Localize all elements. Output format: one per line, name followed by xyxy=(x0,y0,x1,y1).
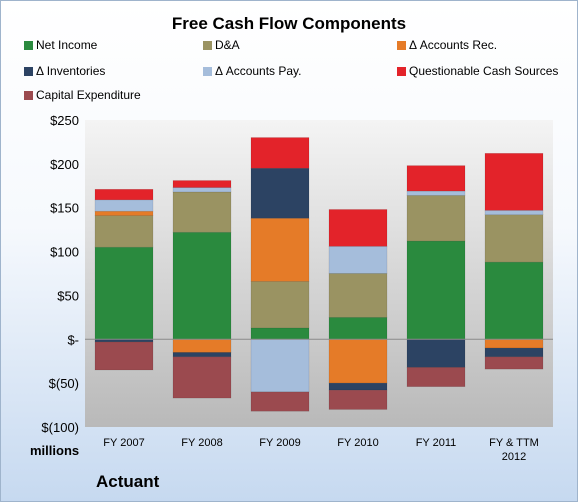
bar-d-a xyxy=(484,214,544,263)
bar-capital-expenditure xyxy=(250,391,310,412)
bar-d-a xyxy=(94,215,154,248)
legend-label: Δ Inventories xyxy=(36,64,106,78)
legend-swatch xyxy=(203,41,212,50)
bar-net-income xyxy=(172,231,232,340)
bar-accounts-rec xyxy=(250,217,310,282)
bar-capital-expenditure xyxy=(406,367,466,387)
bar-questionable-cash-sources xyxy=(94,188,154,201)
y-tick-label: $50 xyxy=(57,288,79,303)
y-tick-label: $(50) xyxy=(49,376,79,391)
legend-label: Δ Accounts Pay. xyxy=(215,64,302,78)
bar-net-income xyxy=(250,327,310,340)
legend-swatch xyxy=(24,91,33,100)
bar-capital-expenditure xyxy=(484,356,544,370)
y-tick-label: $200 xyxy=(50,157,79,172)
bar-inventories xyxy=(484,347,544,358)
bar-inventories xyxy=(406,338,466,368)
legend-swatch xyxy=(397,67,406,76)
bar-d-a xyxy=(250,281,310,329)
legend-swatch xyxy=(24,41,33,50)
y-tick-label: $- xyxy=(67,332,79,347)
legend-label: Δ Accounts Rec. xyxy=(409,38,498,52)
bar-questionable-cash-sources xyxy=(250,137,310,169)
plot-background xyxy=(85,120,553,427)
x-tick-label: FY & TTM 2012 xyxy=(489,437,539,463)
legend-swatch xyxy=(203,67,212,76)
legend-item-accounts-rec: Δ Accounts Rec. xyxy=(397,38,497,52)
legend-item-net-income: Net Income xyxy=(24,38,97,52)
legend-label: Capital Expenditure xyxy=(36,88,141,102)
bar-accounts-rec xyxy=(484,338,544,349)
bar-accounts-pay xyxy=(250,338,310,393)
bar-inventories xyxy=(250,167,310,219)
bar-d-a xyxy=(172,191,232,233)
legend-label: D&A xyxy=(215,38,240,52)
bar-inventories xyxy=(172,352,232,358)
company-name: Actuant xyxy=(96,472,160,491)
bars xyxy=(94,137,544,412)
bar-capital-expenditure xyxy=(172,356,232,399)
bar-net-income xyxy=(484,261,544,340)
y-tick-label: $150 xyxy=(50,201,79,216)
bar-d-a xyxy=(406,195,466,242)
bar-accounts-rec xyxy=(94,210,154,216)
y-tick-label: $100 xyxy=(50,245,79,260)
bar-accounts-pay xyxy=(94,199,154,212)
bar-net-income xyxy=(406,240,466,340)
chart-title: Free Cash Flow Components xyxy=(171,14,407,33)
legend-item-questionable-cash-sources: Questionable Cash Sources xyxy=(397,64,558,78)
bar-accounts-pay xyxy=(328,246,388,274)
legend-item-capital-expenditure: Capital Expenditure xyxy=(24,88,141,102)
x-tick-label: FY 2010 xyxy=(337,437,378,449)
legend-item-accounts-pay: Δ Accounts Pay. xyxy=(203,64,302,78)
legend-label: Net Income xyxy=(36,38,98,52)
bar-capital-expenditure xyxy=(94,341,154,371)
x-tick-label: FY 2007 xyxy=(103,437,144,449)
bar-accounts-rec xyxy=(172,338,232,353)
bar-questionable-cash-sources xyxy=(406,165,466,192)
y-tick-label: $250 xyxy=(50,113,79,128)
legend-swatch xyxy=(397,41,406,50)
bar-accounts-rec xyxy=(328,338,388,384)
bar-accounts-pay xyxy=(406,190,466,196)
x-tick-label: FY 2008 xyxy=(181,437,222,449)
x-tick-label: FY 2009 xyxy=(259,437,300,449)
units-label: millions xyxy=(30,443,80,458)
legend-swatch xyxy=(24,67,33,76)
bar-inventories xyxy=(328,382,388,391)
bar-questionable-cash-sources xyxy=(328,209,388,247)
bar-d-a xyxy=(328,273,388,318)
legend-item-inventories: Δ Inventories xyxy=(24,64,105,78)
bar-accounts-pay xyxy=(172,187,232,193)
y-tick-label: $(100) xyxy=(41,420,79,435)
y-axis: $(100) $(50) $- $50 $100 $150 $200 $250 xyxy=(41,113,79,435)
legend-label: Questionable Cash Sources xyxy=(409,64,559,78)
bar-questionable-cash-sources xyxy=(484,153,544,211)
bar-net-income xyxy=(328,317,388,340)
bar-accounts-pay xyxy=(484,210,544,216)
legend-item-d-a: D&A xyxy=(203,38,240,52)
x-axis: FY 2007 FY 2008 FY 2009 FY 2010 FY 2011 FY & … xyxy=(85,338,553,463)
bar-capital-expenditure xyxy=(328,389,388,410)
x-tick-label: FY 2011 xyxy=(416,437,457,449)
bar-net-income xyxy=(94,246,154,340)
bar-questionable-cash-sources xyxy=(172,180,232,188)
